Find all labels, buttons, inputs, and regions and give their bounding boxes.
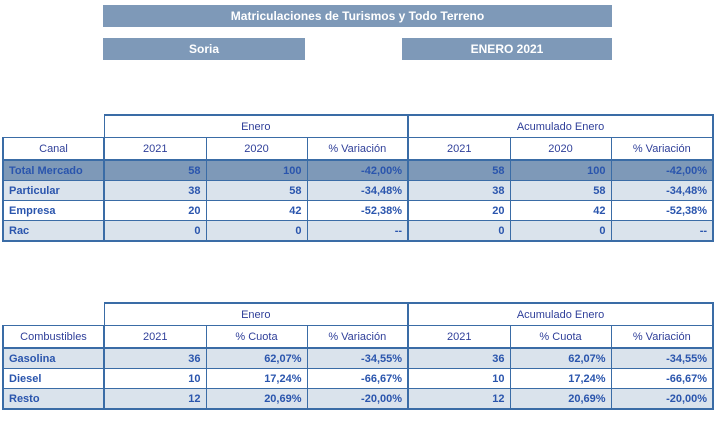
value-cell: -20,00% [610,388,714,410]
value-cell: -52,38% [610,200,714,221]
region-banner: Soria [103,38,305,60]
value-cell: 12 [407,388,511,410]
value-cell: 20,69% [509,388,612,410]
period-banner: ENERO 2021 [402,38,612,60]
row-label: Resto [2,388,105,410]
value-cell: -66,67% [610,368,714,389]
value-cell: 0 [205,220,308,242]
row-label: Total Mercado [2,159,105,181]
column-header: % Variación [610,325,714,349]
combustibles-table-container: Enero Acumulado Enero Combustibles 2021% Cu… [2,302,714,410]
value-cell: 62,07% [205,347,308,369]
row-label: Particular [2,180,105,201]
value-cell: 100 [205,159,308,181]
value-cell: -20,00% [306,388,409,410]
value-cell: -- [306,220,409,242]
value-cell: -34,55% [610,347,714,369]
value-cell: 0 [509,220,612,242]
group-header: Enero [103,114,409,138]
value-cell: 100 [509,159,612,181]
table-row: Particular 38 58 -34,48% 38 58 -34,48% [2,180,714,201]
value-cell: 38 [407,180,511,201]
combustibles-table: Enero Acumulado Enero Combustibles 2021% Cu… [2,302,714,410]
row-label: Rac [2,220,105,242]
value-cell: 42 [509,200,612,221]
column-header: % Variación [306,137,409,161]
value-cell: -66,67% [306,368,409,389]
value-cell: 58 [509,180,612,201]
value-cell: 20,69% [205,388,308,410]
table-row: Total Mercado 58 100 -42,00% 58 100 -42,00% [2,159,714,181]
value-cell: 10 [407,368,511,389]
corner-blank-cell [3,303,104,326]
table-row: Resto 12 20,69% -20,00% 12 20,69% -20,00% [2,388,714,410]
column-header: 2020 [205,137,308,161]
value-cell: 38 [103,180,207,201]
corner-blank-cell [3,115,104,138]
value-cell: 58 [205,180,308,201]
row-label: Gasolina [2,347,105,369]
value-cell: 12 [103,388,207,410]
value-cell: 10 [103,368,207,389]
value-cell: 17,24% [509,368,612,389]
row-label: Empresa [2,200,105,221]
group-header: Acumulado Enero [407,114,714,138]
table-row: Gasolina 36 62,07% -34,55% 36 62,07% -34,55% [2,347,714,369]
value-cell: 20 [407,200,511,221]
value-cell: -- [610,220,714,242]
column-header: % Variación [306,325,409,349]
value-cell: 17,24% [205,368,308,389]
value-cell: -42,00% [610,159,714,181]
value-cell: 0 [103,220,207,242]
value-cell: -34,48% [306,180,409,201]
column-header: % Cuota [509,325,612,349]
label-column-header: Canal [2,137,105,161]
label-column-header: Combustibles [2,325,105,349]
table-row: Diesel 10 17,24% -66,67% 10 17,24% -66,67% [2,368,714,389]
value-cell: 20 [103,200,207,221]
row-label: Diesel [2,368,105,389]
value-cell: 58 [103,159,207,181]
value-cell: 42 [205,200,308,221]
table-row: Empresa 20 42 -52,38% 20 42 -52,38% [2,200,714,221]
value-cell: -34,55% [306,347,409,369]
column-header: % Cuota [205,325,308,349]
value-cell: 36 [407,347,511,369]
column-header: % Variación [610,137,714,161]
canal-table-container: Enero Acumulado Enero Canal 2021 2020% Varia… [2,114,714,242]
column-header: 2021 [103,325,207,349]
report-title-banner: Matriculaciones de Turismos y Todo Terre… [103,5,612,27]
column-header: 2020 [509,137,612,161]
value-cell: -42,00% [306,159,409,181]
canal-table: Enero Acumulado Enero Canal 2021 2020% Varia… [2,114,714,242]
value-cell: 0 [407,220,511,242]
table-row: Rac 0 0 -- 0 0 -- [2,220,714,242]
column-header: 2021 [407,325,511,349]
column-header: 2021 [407,137,511,161]
value-cell: 58 [407,159,511,181]
value-cell: 36 [103,347,207,369]
group-header: Acumulado Enero [407,302,714,326]
value-cell: -34,48% [610,180,714,201]
group-header: Enero [103,302,409,326]
value-cell: -52,38% [306,200,409,221]
column-header: 2021 [103,137,207,161]
value-cell: 62,07% [509,347,612,369]
